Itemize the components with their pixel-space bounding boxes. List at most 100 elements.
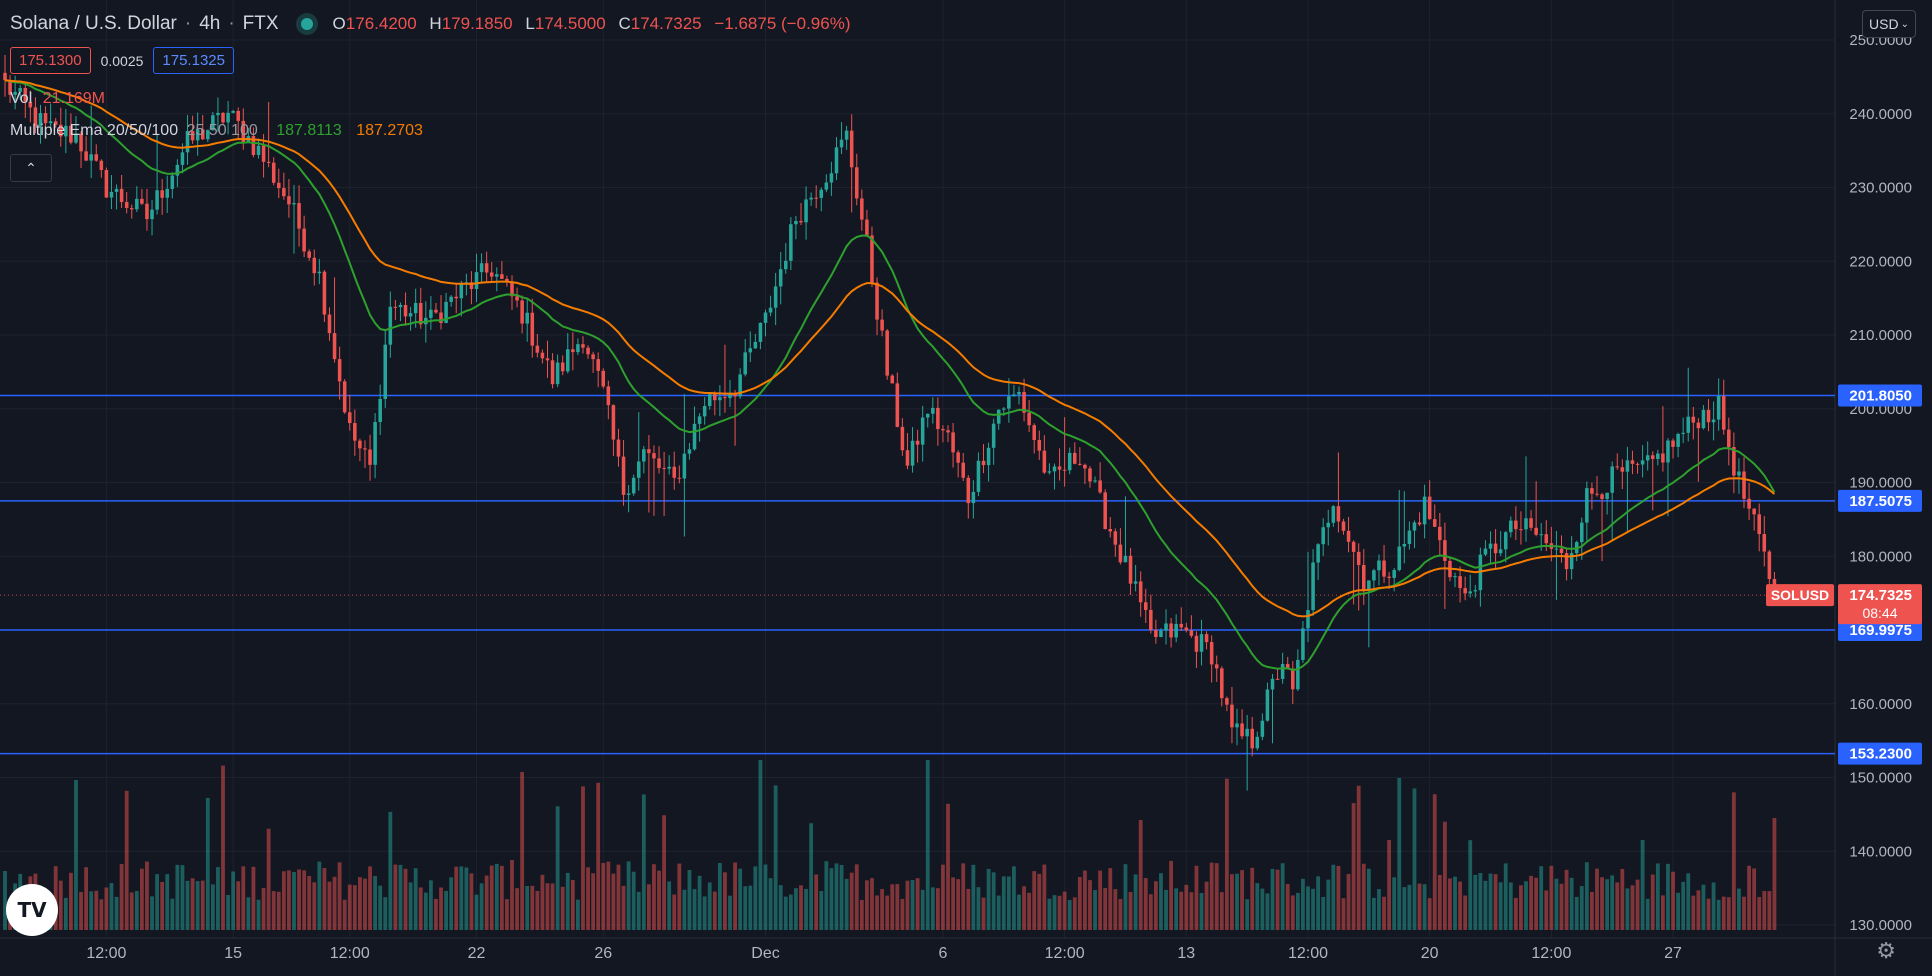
volume-bar — [1240, 870, 1244, 930]
candle-body — [1534, 527, 1538, 535]
volume-bar — [925, 760, 930, 930]
volume-legend[interactable]: Vol 21.169M — [10, 90, 105, 108]
candle-body — [687, 449, 692, 454]
candle-body — [601, 370, 606, 387]
candle-body — [145, 203, 149, 220]
candle-body — [941, 428, 945, 431]
candle-body — [1498, 549, 1503, 554]
volume-bar — [246, 897, 251, 930]
candle-body — [809, 197, 813, 200]
ema-line — [4, 79, 1776, 618]
candle-body — [880, 319, 884, 331]
volume-bar — [971, 864, 976, 930]
candle-body — [302, 228, 306, 252]
candle-body — [1372, 570, 1376, 581]
volume-bar — [677, 863, 682, 930]
volume-bar — [160, 881, 165, 930]
volume-bar — [1245, 899, 1250, 930]
candle-body — [723, 397, 727, 399]
hline-price-label-bg — [1838, 742, 1922, 765]
volume-bar — [1529, 875, 1533, 930]
volume-bar — [1235, 873, 1239, 930]
volume-bar — [1366, 868, 1371, 930]
candle-body — [920, 417, 925, 445]
currency-button[interactable]: USD ⌄ — [1862, 10, 1916, 38]
ema-legend[interactable]: Multiple Ema 20/50/100 25 50 100 187.811… — [10, 122, 423, 140]
volume-bar — [393, 864, 398, 930]
candle-body — [434, 309, 438, 313]
hline-price-label-bg — [1838, 384, 1922, 407]
volume-bar — [728, 895, 732, 930]
candle-body — [378, 398, 382, 423]
volume-bar — [1377, 889, 1381, 930]
candle-body — [1762, 534, 1767, 552]
candle-body — [1387, 576, 1391, 578]
buy-button[interactable]: 175.1325 — [153, 47, 234, 74]
candle-body — [1706, 409, 1711, 423]
candle-body — [1645, 455, 1650, 461]
candle-body — [479, 263, 484, 273]
candle-body — [1270, 678, 1275, 690]
volume-bar — [1478, 873, 1483, 930]
candle-body — [398, 304, 403, 308]
volume-bar — [1412, 788, 1417, 930]
volume-bar — [1260, 888, 1265, 930]
candle-body — [844, 130, 849, 140]
candle-body — [1493, 543, 1498, 554]
candle-body — [1438, 526, 1442, 541]
candle-body — [682, 453, 687, 479]
volume-bar — [692, 889, 697, 930]
candle-body — [860, 198, 864, 220]
volume-bar — [434, 898, 438, 930]
candle-body — [216, 112, 220, 116]
candle-body — [94, 154, 99, 161]
candle-body — [175, 164, 180, 176]
volume-bar — [1655, 863, 1660, 930]
candle-body — [510, 281, 514, 297]
candle-body — [1255, 736, 1260, 749]
volume-bar — [1361, 863, 1366, 930]
candle-body — [1225, 698, 1229, 705]
collapse-legend-button[interactable]: ⌃ — [10, 154, 52, 182]
tradingview-logo[interactable]: TV — [6, 884, 58, 936]
volume-bar — [712, 891, 717, 930]
volume-bar — [996, 895, 1001, 930]
volume-bar — [114, 896, 119, 930]
candle-body — [347, 412, 352, 424]
volume-bar — [357, 877, 362, 930]
candle-body — [195, 129, 200, 141]
candle-body — [870, 235, 874, 283]
interval-label[interactable]: 4h — [199, 13, 221, 34]
ema-params: 25 50 100 — [186, 122, 258, 139]
candle-body — [611, 405, 616, 440]
close-value: 174.7325 — [630, 14, 702, 33]
candle-body — [799, 221, 803, 223]
volume-bar — [870, 878, 874, 930]
volume-bar — [1701, 884, 1706, 930]
candle-body — [383, 344, 388, 399]
sell-button[interactable]: 175.1300 — [10, 47, 91, 74]
volume-bar — [266, 828, 271, 930]
candle-body — [971, 491, 976, 504]
volume-bar — [1199, 893, 1204, 930]
volume-bar — [1448, 878, 1452, 930]
symbol-title[interactable]: Solana / U.S. Dollar — [10, 13, 177, 34]
candle-body — [1747, 498, 1751, 509]
candle-body — [180, 152, 185, 165]
volume-bar — [1610, 875, 1615, 930]
volume-bar — [1767, 891, 1772, 930]
candle-body — [1128, 555, 1133, 584]
volume-bar — [505, 899, 509, 930]
gear-icon[interactable]: ⚙ — [1876, 939, 1896, 964]
volume-bar — [723, 872, 727, 930]
candle-body — [8, 80, 12, 95]
volume-bar — [565, 872, 570, 930]
countdown-label: 08:44 — [1862, 605, 1897, 621]
volume-bar — [200, 880, 205, 930]
price-tick-label: 150.0000 — [1849, 770, 1912, 787]
candle-body — [1767, 551, 1772, 580]
volume-bar — [1483, 880, 1488, 930]
candle-body — [743, 352, 747, 375]
volume-bar — [53, 866, 58, 930]
